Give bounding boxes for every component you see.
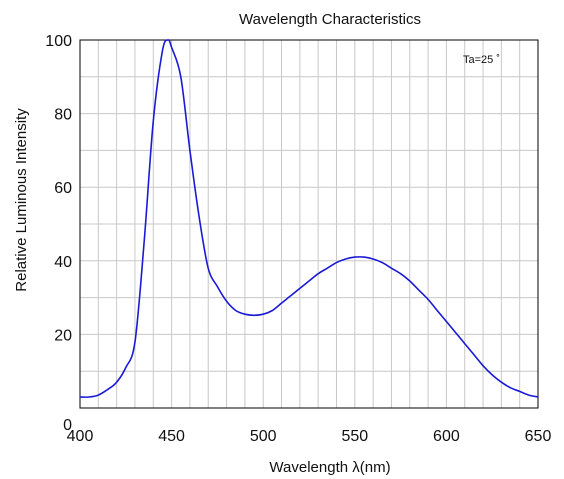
y-axis-label: Relative Luminous Intensity: [13, 108, 30, 292]
x-tick-label: 500: [250, 428, 277, 445]
y-tick-label: 20: [54, 327, 72, 344]
x-axis-label: Wavelength λ(nm): [269, 459, 390, 476]
x-tick-label: 600: [433, 428, 460, 445]
y-tick-labels: 0 20 40 60 80 100: [45, 33, 72, 434]
temperature-annotation: Ta=25 ˚: [463, 54, 500, 66]
x-tick-label: 550: [341, 428, 368, 445]
y-tick-label: 40: [54, 254, 72, 271]
y-tick-label: 0: [63, 417, 72, 434]
grid: [79, 39, 539, 409]
x-tick-labels: 400 450 500 550 600 650: [67, 428, 552, 445]
y-tick-label: 100: [45, 33, 72, 50]
series-line: [79, 39, 539, 398]
x-tick-label: 450: [158, 428, 185, 445]
y-tick-label: 80: [54, 107, 72, 124]
x-tick-label: 400: [67, 428, 94, 445]
chart-title: Wavelength Characteristics: [239, 11, 421, 28]
plot-frame: [79, 39, 539, 409]
y-tick-label: 60: [54, 180, 72, 197]
x-tick-label: 650: [525, 428, 552, 445]
